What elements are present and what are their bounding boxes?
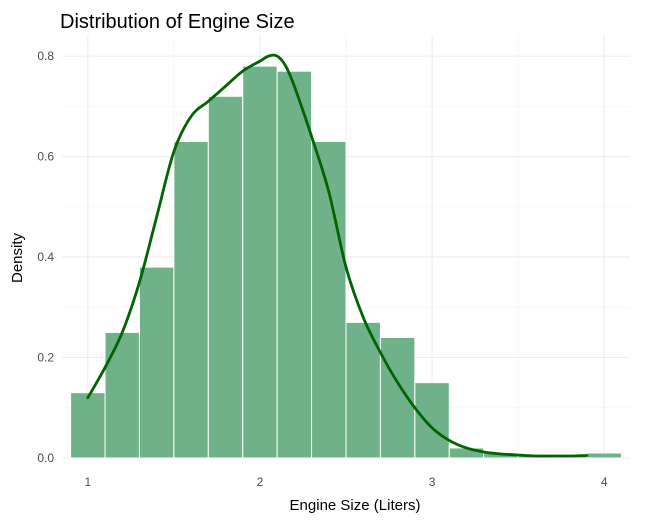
histogram-bar xyxy=(448,447,485,459)
y-axis-label: Density xyxy=(9,232,26,283)
density-curve xyxy=(86,53,589,458)
y-tick-label: 0.0 xyxy=(37,451,54,465)
histogram-bar xyxy=(379,336,416,459)
histogram-bar xyxy=(104,331,140,459)
x-axis-ticks: 1 2 3 4 xyxy=(84,475,607,489)
chart-title: Distribution of Engine Size xyxy=(60,11,295,33)
y-tick-label: 0.6 xyxy=(37,150,54,164)
histogram-bar xyxy=(586,452,622,459)
histogram-bar xyxy=(173,141,209,459)
x-tick-label: 1 xyxy=(84,475,91,489)
y-tick-label: 0.4 xyxy=(37,250,54,264)
x-tick-label: 4 xyxy=(601,475,608,489)
y-axis-ticks: 0.0 0.2 0.4 0.6 0.8 xyxy=(37,49,54,465)
x-tick-label: 2 xyxy=(257,475,264,489)
y-tick-label: 0.8 xyxy=(37,49,54,63)
histogram-bars xyxy=(70,65,622,459)
histogram-bar xyxy=(138,266,175,459)
histogram-bar xyxy=(242,65,278,459)
histogram-bar xyxy=(276,70,313,459)
y-tick-label: 0.2 xyxy=(37,351,54,365)
histogram-bar xyxy=(414,382,450,459)
histogram-bar xyxy=(207,95,244,459)
x-axis-label: Engine Size (Liters) xyxy=(290,497,421,514)
histogram-bar xyxy=(345,321,381,459)
x-tick-label: 3 xyxy=(429,475,436,489)
histogram-bar xyxy=(70,392,106,459)
